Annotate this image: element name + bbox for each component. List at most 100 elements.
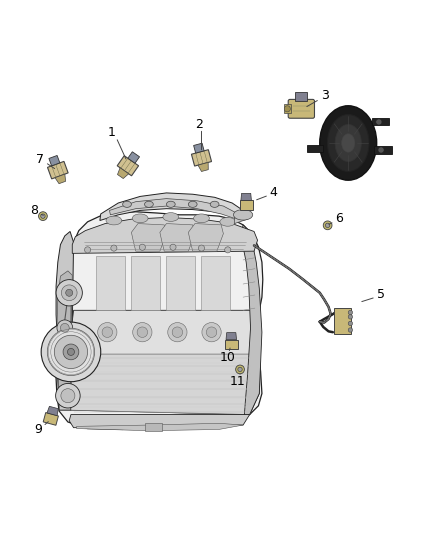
Bar <box>284 104 291 113</box>
Ellipse shape <box>210 201 219 207</box>
Circle shape <box>348 314 353 319</box>
Circle shape <box>325 223 330 228</box>
Circle shape <box>225 247 231 253</box>
Circle shape <box>284 106 290 112</box>
Circle shape <box>41 322 101 382</box>
Circle shape <box>56 280 82 306</box>
Polygon shape <box>160 223 195 251</box>
Polygon shape <box>56 212 263 430</box>
Polygon shape <box>71 354 252 415</box>
Bar <box>166 255 195 310</box>
Circle shape <box>60 324 69 332</box>
Circle shape <box>202 322 221 342</box>
Polygon shape <box>57 271 72 398</box>
Polygon shape <box>131 223 166 251</box>
Polygon shape <box>191 150 212 166</box>
Polygon shape <box>56 231 74 410</box>
Polygon shape <box>47 406 58 416</box>
Polygon shape <box>226 333 237 340</box>
Bar <box>201 255 230 310</box>
Polygon shape <box>117 168 129 179</box>
Ellipse shape <box>163 213 179 221</box>
Text: 3: 3 <box>321 89 329 102</box>
Circle shape <box>102 327 113 337</box>
Circle shape <box>198 245 205 251</box>
Circle shape <box>137 327 148 337</box>
Ellipse shape <box>328 115 369 172</box>
Polygon shape <box>240 200 253 210</box>
Circle shape <box>61 285 77 301</box>
Polygon shape <box>69 415 250 427</box>
Text: 10: 10 <box>220 351 236 364</box>
Circle shape <box>54 335 88 368</box>
Text: 5: 5 <box>377 288 385 302</box>
Circle shape <box>39 212 47 221</box>
Ellipse shape <box>132 214 148 223</box>
Ellipse shape <box>123 201 131 207</box>
Polygon shape <box>110 199 237 219</box>
Circle shape <box>170 244 176 251</box>
Circle shape <box>236 365 244 374</box>
Circle shape <box>376 119 382 125</box>
FancyBboxPatch shape <box>288 99 314 118</box>
Circle shape <box>56 383 80 408</box>
Text: 2: 2 <box>195 118 203 131</box>
Bar <box>96 255 125 310</box>
Polygon shape <box>241 225 262 415</box>
Circle shape <box>348 328 353 332</box>
Bar <box>295 92 307 101</box>
Text: 8: 8 <box>30 204 38 217</box>
Circle shape <box>63 344 79 360</box>
Bar <box>372 118 389 125</box>
Circle shape <box>47 328 95 376</box>
Circle shape <box>67 349 74 356</box>
Circle shape <box>348 321 353 326</box>
Polygon shape <box>225 340 238 349</box>
Polygon shape <box>43 413 58 425</box>
Ellipse shape <box>320 106 377 180</box>
Circle shape <box>133 322 152 342</box>
Circle shape <box>238 367 242 372</box>
Ellipse shape <box>233 209 253 220</box>
Ellipse shape <box>166 201 175 207</box>
Circle shape <box>206 327 217 337</box>
Ellipse shape <box>220 217 236 226</box>
Circle shape <box>61 389 75 403</box>
Circle shape <box>168 322 187 342</box>
Circle shape <box>57 320 73 336</box>
Text: 7: 7 <box>36 152 44 166</box>
Polygon shape <box>234 214 251 223</box>
Bar <box>307 145 323 152</box>
Ellipse shape <box>335 124 361 161</box>
Polygon shape <box>241 193 251 200</box>
Polygon shape <box>49 156 60 166</box>
Circle shape <box>378 147 384 153</box>
Polygon shape <box>194 143 204 153</box>
Polygon shape <box>55 174 66 184</box>
Text: 4: 4 <box>270 185 278 198</box>
Polygon shape <box>100 193 243 221</box>
Polygon shape <box>47 161 68 179</box>
Bar <box>145 423 162 431</box>
Circle shape <box>172 327 183 337</box>
Polygon shape <box>117 156 138 176</box>
Polygon shape <box>198 163 208 172</box>
Polygon shape <box>128 152 140 163</box>
Polygon shape <box>77 423 243 431</box>
Polygon shape <box>188 223 223 251</box>
Text: 1: 1 <box>108 126 116 140</box>
Circle shape <box>85 247 91 253</box>
Ellipse shape <box>188 201 197 207</box>
Text: 6: 6 <box>336 212 343 225</box>
Polygon shape <box>72 217 258 253</box>
Circle shape <box>98 322 117 342</box>
Circle shape <box>66 289 73 296</box>
Bar <box>374 146 392 154</box>
Circle shape <box>41 214 45 219</box>
Bar <box>131 255 160 310</box>
Text: 9: 9 <box>35 423 42 436</box>
Ellipse shape <box>106 216 122 225</box>
Ellipse shape <box>342 134 355 152</box>
Circle shape <box>139 244 145 251</box>
Circle shape <box>323 221 332 230</box>
